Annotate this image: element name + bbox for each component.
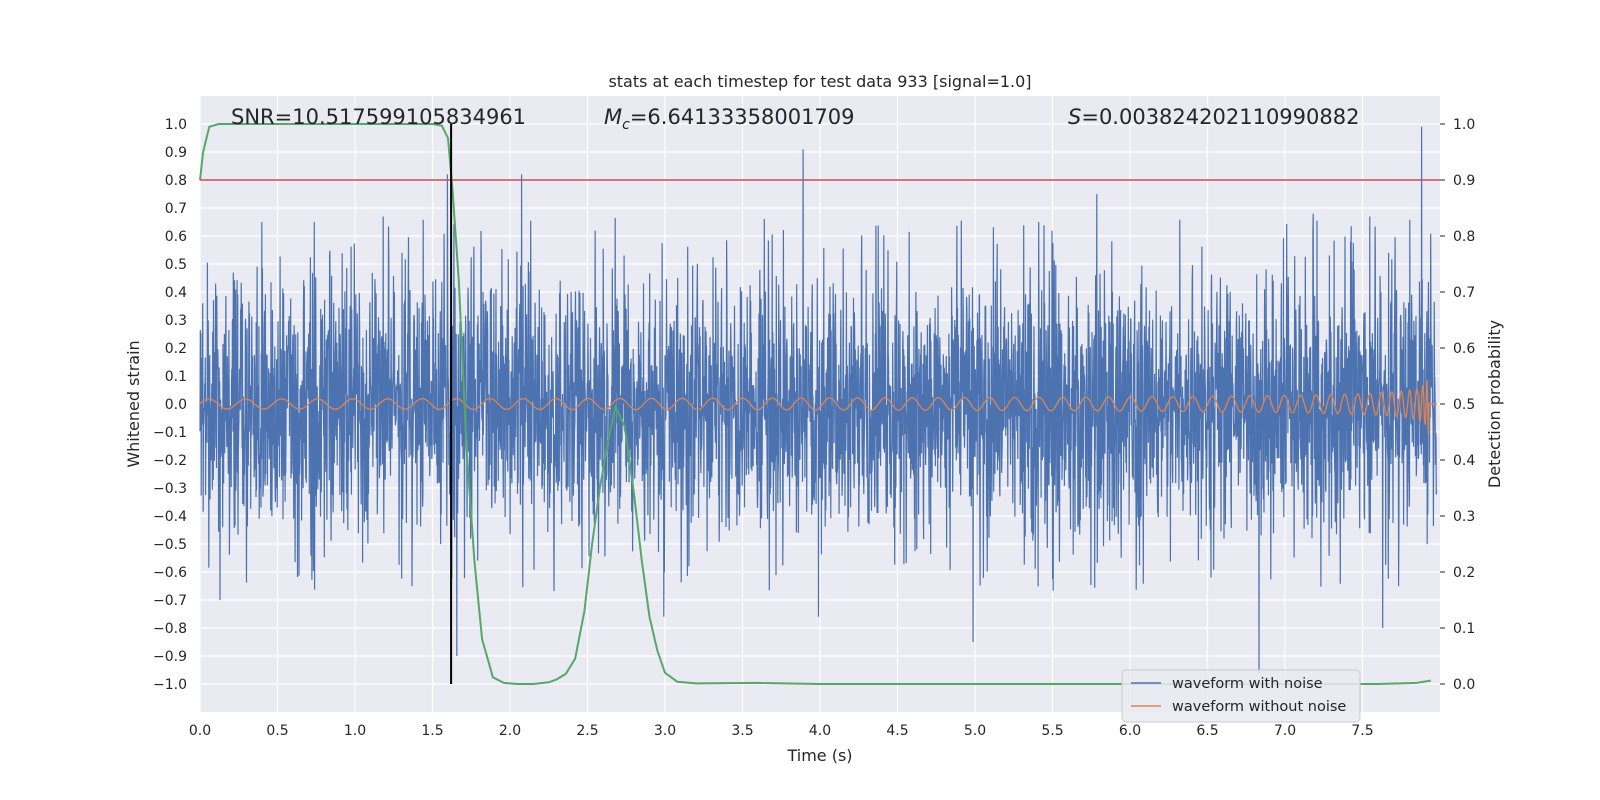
- y-right-tick-label: 0.6: [1453, 341, 1475, 357]
- y-left-tick-label: 0.2: [165, 341, 187, 357]
- x-tick-label: 7.5: [1351, 723, 1373, 739]
- x-tick-label: 5.0: [964, 723, 986, 739]
- y-left-tick-label: 0.8: [165, 173, 187, 189]
- y-left-tick-label: 1.0: [165, 117, 187, 133]
- y-right-tick-label: 0.8: [1453, 229, 1475, 245]
- x-tick-label: 7.0: [1274, 723, 1296, 739]
- s-symbol: S: [1068, 105, 1081, 129]
- x-tick-label: 3.0: [654, 723, 676, 739]
- series-detection-probability: [199, 123, 1431, 685]
- y-left-tick-label: −0.1: [153, 425, 187, 441]
- x-tick-label: 6.0: [1119, 723, 1141, 739]
- y-left-tick-label: 0.9: [165, 145, 187, 161]
- chirp-mass-subscript: c: [622, 117, 630, 133]
- noise-waveform-line: [199, 126, 1438, 673]
- series-waveform-with-noise: [199, 126, 1438, 673]
- y-left-tick-label: −1.0: [153, 677, 187, 693]
- y-axis-right-label: Detection probability: [1485, 320, 1504, 488]
- y-left-tick-label: 0.1: [165, 369, 187, 385]
- y-left-tick-label: −0.2: [153, 453, 187, 469]
- y-right-tick-label: 1.0: [1453, 117, 1475, 133]
- y-right-tick-label: 0.3: [1453, 509, 1475, 525]
- x-tick-label: 3.5: [731, 723, 753, 739]
- y-right-tick-label: 0.1: [1453, 621, 1475, 637]
- y-left-tick-label: 0.7: [165, 201, 187, 217]
- y-axis-left-label: Whitened strain: [124, 340, 143, 467]
- y-right-tick-label: 0.4: [1453, 453, 1475, 469]
- probability-line: [199, 123, 1431, 685]
- x-tick-label: 0.0: [189, 723, 211, 739]
- x-tick-label: 1.5: [421, 723, 443, 739]
- legend-box: [1121, 669, 1361, 723]
- chirp-mass-annotation: Mc=6.64133358001709: [604, 105, 855, 133]
- x-tick-label: 6.5: [1196, 723, 1218, 739]
- y-right-tick-label: 0.9: [1453, 173, 1475, 189]
- legend: waveform with noise waveform without noi…: [1121, 669, 1361, 723]
- s-annotation: S=0.003824202110990882: [1068, 105, 1359, 129]
- y-left-tick-label: −0.3: [153, 481, 187, 497]
- chirp-mass-value: =6.64133358001709: [630, 105, 855, 129]
- x-tick-label: 0.5: [266, 723, 288, 739]
- markers: [200, 124, 1440, 684]
- y-left-tick-label: −0.7: [153, 593, 187, 609]
- x-tick-label: 2.0: [499, 723, 521, 739]
- y-right-tick-label: 0.0: [1453, 677, 1475, 693]
- x-tick-label: 1.0: [344, 723, 366, 739]
- y-left-tick-label: −0.6: [153, 565, 187, 581]
- x-tick-label: 4.0: [809, 723, 831, 739]
- s-value: =0.003824202110990882: [1081, 105, 1359, 129]
- y-left-tick-label: 0.5: [165, 257, 187, 273]
- chart-title: stats at each timestep for test data 933…: [608, 72, 1031, 91]
- y-left-tick-label: 0.3: [165, 313, 187, 329]
- x-tick-label: 4.5: [886, 723, 908, 739]
- clean-waveform-line: [199, 380, 1438, 436]
- series-waveform-without-noise: [199, 380, 1438, 436]
- y-left-tick-label: −0.4: [153, 509, 187, 525]
- y-right-tick-label: 0.2: [1453, 565, 1475, 581]
- y-left-tick-label: −0.9: [153, 649, 187, 665]
- y-left-tick-label: −0.8: [153, 621, 187, 637]
- x-axis-label: Time (s): [786, 746, 852, 765]
- y-right-tick-label: 0.7: [1453, 285, 1475, 301]
- legend-label-clean: waveform without noise: [1172, 699, 1346, 715]
- tick-labels: 0.0 0.5 1.0 1.5 2.0 2.5 3.0 3.5 4.0 4.5 5.0 5.5 6.0 6…: [153, 117, 1475, 739]
- y-left-tick-label: −0.5: [153, 537, 187, 553]
- y-left-tick-label: 0.0: [165, 397, 187, 413]
- x-tick-label: 2.5: [576, 723, 598, 739]
- y-left-tick-label: 0.4: [165, 285, 187, 301]
- legend-label-noise: waveform with noise: [1172, 676, 1323, 692]
- snr-annotation: SNR=10.517599105834961: [231, 105, 526, 129]
- y-left-tick-label: 0.6: [165, 229, 187, 245]
- x-tick-label: 5.5: [1041, 723, 1063, 739]
- y-right-tick-label: 0.5: [1453, 397, 1475, 413]
- chirp-mass-symbol: M: [604, 105, 622, 129]
